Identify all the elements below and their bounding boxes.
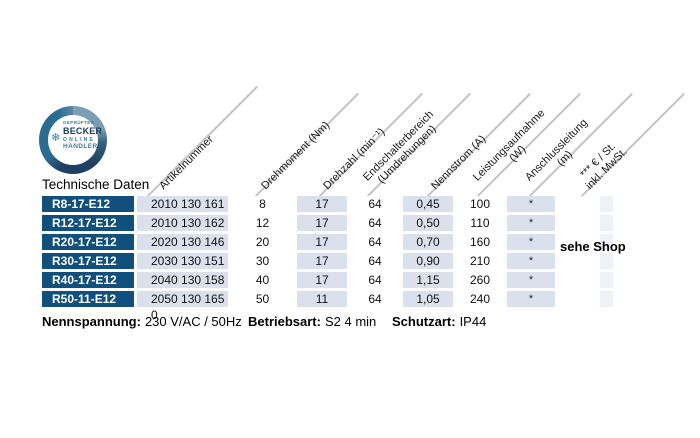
column-header-line1: Artikelnummer <box>157 133 216 192</box>
drehmoment-cell: 8 <box>231 196 294 212</box>
price-cell <box>600 291 613 307</box>
endschalterbereich-cell: 64 <box>350 253 400 269</box>
model-cell: R20-17-E12 <box>42 234 134 250</box>
drehzahl-cell: 17 <box>297 272 347 288</box>
snowflake-icon: ❄ <box>51 132 61 144</box>
drehzahl-cell: 11 <box>297 291 347 307</box>
artikelnummer-cell: 2040 130 158 0 <box>137 272 228 303</box>
artikelnummer-cell: 2030 130 151 0 <box>137 253 228 284</box>
drehzahl-cell: 17 <box>297 253 347 269</box>
column-header-line1: Drehmoment (Nm) <box>259 118 333 192</box>
footer-spec-value: 230 V/AC / 50Hz <box>144 314 242 329</box>
drehmoment-cell: 50 <box>231 291 294 307</box>
endschalterbereich-cell: 64 <box>350 234 400 250</box>
artikelnummer-cell: 2020 130 146 0 <box>137 234 228 265</box>
artikelnummer-cell: 2010 130 162 0 <box>137 215 228 246</box>
footer-spec: Nennspannung: 230 V/AC / 50Hz <box>42 314 242 329</box>
nennstrom-cell: 1,05 <box>403 291 453 307</box>
anschlussleitung-cell: * <box>507 291 555 307</box>
footer-spec: Schutzart: IP44 <box>392 314 486 329</box>
leistungsaufnahme-cell: 260 <box>456 272 504 288</box>
price-cell <box>600 253 613 269</box>
model-cell: R30-17-E12 <box>42 253 134 269</box>
shop-note: sehe Shop <box>560 239 626 254</box>
leistungsaufnahme-cell: 110 <box>456 215 504 231</box>
footer-specs: Nennspannung: 230 V/AC / 50Hz Betriebsart:… <box>0 314 700 330</box>
badge-text: GEPRÜFTER BECKER ONLINE HÄNDLER <box>63 120 103 151</box>
price-column <box>600 196 613 310</box>
leistungsaufnahme-cell: 160 <box>456 234 504 250</box>
badge-line1: GEPRÜFTER <box>63 120 95 125</box>
nennstrom-cell: 0,90 <box>403 253 453 269</box>
footer-spec-value: IP44 <box>459 314 487 329</box>
badge-line3: ONLINE <box>63 136 96 143</box>
leistungsaufnahme-cell: 100 <box>456 196 504 212</box>
price-cell <box>600 234 613 250</box>
drehmoment-cell: 12 <box>231 215 294 231</box>
column-header: Artikelnummer <box>157 133 216 192</box>
drehmoment-cell: 30 <box>231 253 294 269</box>
footer-spec: Betriebsart: S2 4 min <box>248 314 376 329</box>
artikelnummer-cell: 2010 130 161 0 <box>137 196 228 227</box>
anschlussleitung-cell: * <box>507 234 555 250</box>
section-title: Technische Daten <box>42 177 150 192</box>
artikelnummer-cell: 2050 130 165 0 <box>137 291 228 322</box>
badge-line4: HÄNDLER <box>63 143 98 150</box>
badge-inner <box>48 115 98 165</box>
drehzahl-cell: 17 <box>297 196 347 212</box>
column-header: Drehmoment (Nm) <box>259 118 333 192</box>
anschlussleitung-cell: * <box>507 253 555 269</box>
footer-spec-label: Betriebsart: <box>248 314 321 329</box>
endschalterbereich-cell: 64 <box>350 272 400 288</box>
price-cell <box>600 196 613 212</box>
anschlussleitung-cell: * <box>507 196 555 212</box>
model-cell: R50-11-E12 <box>42 291 134 307</box>
drehzahl-cell: 17 <box>297 234 347 250</box>
anschlussleitung-cell: * <box>507 272 555 288</box>
model-cell: R40-17-E12 <box>42 272 134 288</box>
price-cell <box>600 215 613 231</box>
nennstrom-cell: 0,45 <box>403 196 453 212</box>
footer-spec-label: Nennspannung: <box>42 314 141 329</box>
model-cell: R8-17-E12 <box>42 196 134 212</box>
badge-line2: BECKER <box>63 126 103 136</box>
price-cell <box>600 272 613 288</box>
leistungsaufnahme-cell: 210 <box>456 253 504 269</box>
footer-spec-value: S2 4 min <box>324 314 377 329</box>
drehzahl-cell: 17 <box>297 215 347 231</box>
nennstrom-cell: 0,50 <box>403 215 453 231</box>
footer-spec-label: Schutzart: <box>392 314 456 329</box>
leistungsaufnahme-cell: 240 <box>456 291 504 307</box>
anschlussleitung-cell: * <box>507 215 555 231</box>
endschalterbereich-cell: 64 <box>350 196 400 212</box>
drehmoment-cell: 20 <box>231 234 294 250</box>
endschalterbereich-cell: 64 <box>350 291 400 307</box>
table-row: R50-11-E12 2050 130 165 0 50 11 64 1,05 240 * <box>42 291 558 322</box>
becker-certified-dealer-badge: ❄ GEPRÜFTER BECKER ONLINE HÄNDLER <box>39 106 107 174</box>
nennstrom-cell: 1,15 <box>403 272 453 288</box>
endschalterbereich-cell: 64 <box>350 215 400 231</box>
nennstrom-cell: 0,70 <box>403 234 453 250</box>
drehmoment-cell: 40 <box>231 272 294 288</box>
model-cell: R12-17-E12 <box>42 215 134 231</box>
